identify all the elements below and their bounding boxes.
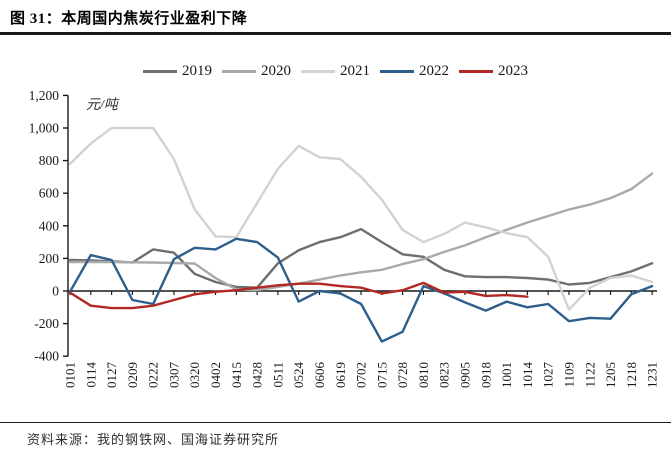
x-tick-label: 0511 [270, 362, 285, 388]
x-tick-label: 1205 [603, 362, 618, 388]
x-tick-label: 0307 [166, 362, 181, 389]
x-tick-label: 0823 [437, 362, 452, 388]
legend-swatch-2021 [301, 70, 335, 73]
y-tick-label: 600 [39, 186, 60, 201]
legend-swatch-2022 [380, 70, 414, 73]
series-line-2019 [68, 227, 654, 289]
legend-label: 2021 [340, 63, 370, 79]
x-tick-label: 0114 [83, 362, 98, 388]
legend-item-2019: 2019 [143, 63, 212, 80]
y-tick-label: 200 [39, 251, 60, 266]
series-line-2021 [68, 126, 654, 311]
legend-item-2022: 2022 [380, 63, 449, 80]
x-tick-label: 0702 [354, 362, 369, 388]
x-tick-label: 0127 [104, 362, 119, 389]
x-tick-label: 0524 [291, 362, 306, 389]
figure-title: 图 31：本周国内焦炭行业盈利下降 [10, 11, 248, 27]
x-tick-label: 0728 [395, 362, 410, 388]
legend-label: 2020 [261, 63, 291, 79]
legend-label: 2023 [498, 63, 528, 79]
x-tick-label: 0402 [208, 362, 223, 388]
legend-item-2023: 2023 [459, 63, 528, 80]
x-tick-label: 1231 [645, 362, 660, 388]
legend-item-2020: 2020 [222, 63, 291, 80]
y-tick-label: 1,200 [29, 88, 60, 103]
x-tick-label: 0101 [63, 362, 78, 388]
series-line-2022 [68, 237, 654, 343]
x-tick-label: 1218 [624, 362, 639, 388]
x-tick-label: 1014 [520, 362, 535, 389]
x-tick-label: 0209 [125, 362, 140, 388]
series-line-2023 [68, 281, 529, 310]
x-tick-label: 0320 [187, 362, 202, 388]
y-tick-label: 1,000 [29, 121, 60, 136]
x-tick-label: 0222 [146, 362, 161, 388]
x-tick-label: 0905 [458, 362, 473, 388]
legend-label: 2022 [419, 63, 449, 79]
series-line-2020 [68, 172, 654, 292]
y-tick-label: -200 [34, 316, 59, 331]
x-tick-label: 0810 [416, 362, 431, 388]
x-tick-label: 1109 [561, 362, 576, 388]
x-tick-label: 0415 [229, 362, 244, 388]
x-tick-label: 1027 [541, 362, 556, 389]
chart-legend: 2019 2020 2021 2022 2023 [0, 63, 671, 80]
x-tick-label: 0619 [333, 362, 348, 388]
x-tick-label: 1122 [582, 362, 597, 388]
y-tick-label: -400 [34, 349, 59, 364]
legend-item-2021: 2021 [301, 63, 370, 80]
x-tick-label: 0606 [312, 362, 327, 389]
x-tick-label: 0918 [478, 362, 493, 388]
legend-swatch-2019 [143, 70, 177, 73]
x-tick-label: 1001 [499, 362, 514, 388]
y-tick-label: 0 [52, 284, 59, 299]
title-divider [0, 32, 671, 35]
x-tick-label: 0428 [250, 362, 265, 388]
legend-swatch-2023 [459, 70, 493, 73]
axes: -400 -200 0 200 400 600 800 1,000 1,200 0101 0114 0… [29, 88, 660, 388]
source-note: 资料来源：我的钢铁网、国海证券研究所 [27, 432, 280, 447]
unit-label: 元/吨 [86, 97, 120, 113]
legend-label: 2019 [182, 63, 212, 79]
x-tick-label: 0715 [374, 362, 389, 388]
footer-divider [0, 422, 671, 424]
y-tick-label: 400 [39, 218, 60, 233]
y-tick-label: 800 [39, 153, 60, 168]
legend-swatch-2020 [222, 70, 256, 73]
